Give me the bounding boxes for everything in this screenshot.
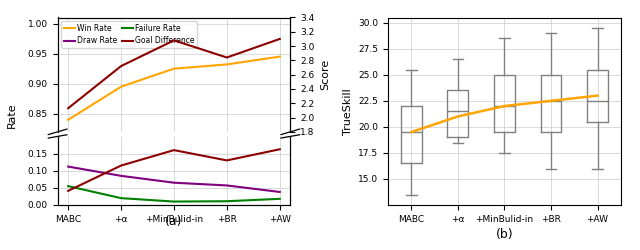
Win Rate <box>117 85 125 88</box>
Win Rate <box>276 55 284 58</box>
Title: (a): (a) <box>165 216 182 228</box>
Goal Difference <box>65 107 72 110</box>
Goal Difference <box>117 64 125 68</box>
Line: Goal Difference: Goal Difference <box>68 39 280 108</box>
Goal Difference <box>276 38 284 40</box>
Y-axis label: TrueSkill: TrueSkill <box>342 88 353 134</box>
Line: Win Rate: Win Rate <box>68 56 280 120</box>
Win Rate <box>65 118 72 121</box>
Legend: Win Rate, Draw Rate, Failure Rate, Goal Difference: Win Rate, Draw Rate, Failure Rate, Goal … <box>61 21 197 48</box>
Goal Difference <box>223 56 230 59</box>
Y-axis label: Score: Score <box>320 59 330 90</box>
Title: (b): (b) <box>495 228 513 241</box>
Win Rate <box>223 63 230 66</box>
Text: Rate: Rate <box>6 102 17 128</box>
Win Rate <box>170 67 178 70</box>
Goal Difference <box>170 39 178 42</box>
